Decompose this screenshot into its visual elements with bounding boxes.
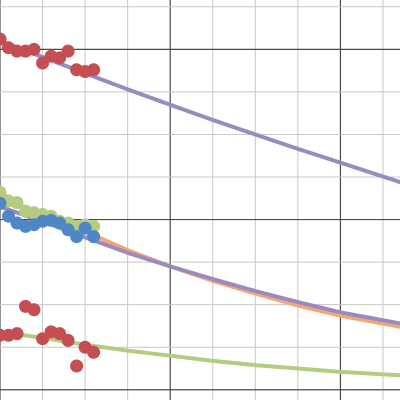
series-7-point-3 bbox=[10, 327, 24, 341]
series-1-point-5 bbox=[27, 42, 41, 56]
series-5-point-1 bbox=[0, 196, 7, 210]
series-1-point-12 bbox=[87, 63, 101, 77]
point-layer bbox=[0, 32, 101, 373]
series-7-point-10 bbox=[70, 359, 84, 373]
series-7-point-9 bbox=[61, 333, 75, 347]
series-3-point-3 bbox=[10, 196, 24, 210]
series-5-point-10 bbox=[70, 230, 84, 244]
series-5-point-11 bbox=[78, 221, 92, 235]
series-7-point-12 bbox=[87, 345, 101, 359]
series-1-point-9 bbox=[61, 44, 75, 58]
series-7-point-5 bbox=[27, 303, 41, 317]
series-5-point-12 bbox=[87, 230, 101, 244]
series-2-curve bbox=[0, 38, 400, 185]
